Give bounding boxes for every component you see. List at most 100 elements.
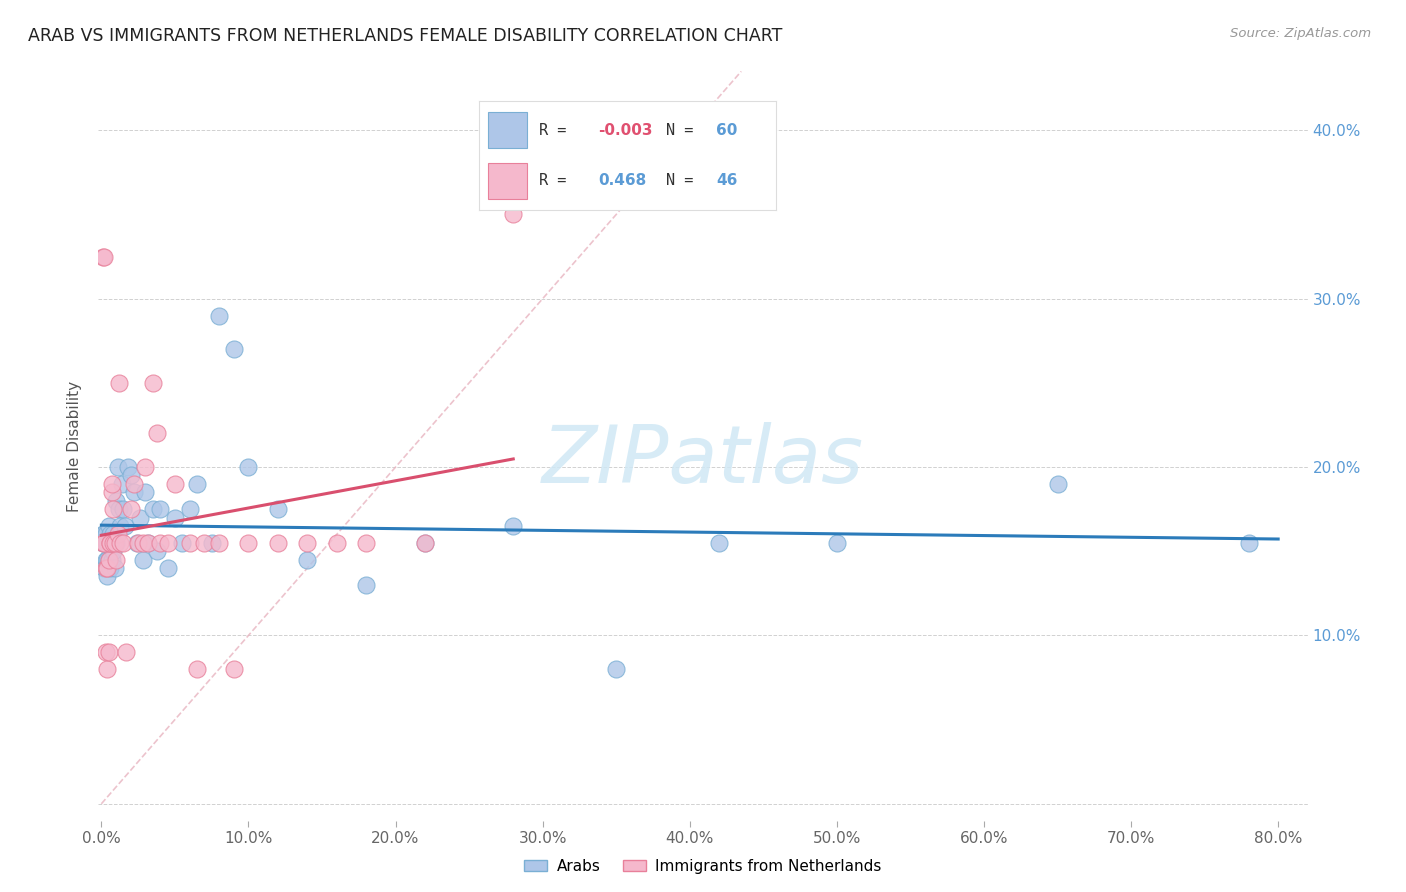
Point (96, 569, 118, 583)
Point (172, 536, 194, 550)
Point (146, 426, 169, 441)
Point (107, 460, 129, 475)
Point (112, 536, 135, 550)
Point (825, 536, 848, 550)
Point (94, 527, 117, 541)
Point (122, 485, 145, 500)
Point (134, 460, 156, 475)
Point (94, 536, 117, 550)
Point (91, 527, 114, 541)
Point (112, 502, 135, 516)
Text: Source: ZipAtlas.com: Source: ZipAtlas.com (1230, 27, 1371, 40)
Point (163, 476, 186, 491)
Point (91, 536, 114, 550)
Point (413, 536, 436, 550)
Point (238, 536, 260, 550)
Point (193, 536, 215, 550)
Point (354, 536, 377, 550)
Point (104, 536, 127, 550)
Point (93, 536, 115, 550)
Point (179, 536, 201, 550)
Point (96, 552, 118, 566)
Point (98, 561, 121, 575)
Point (146, 544, 169, 558)
Text: ZIPatlas: ZIPatlas (541, 422, 865, 500)
Point (100, 552, 122, 566)
Point (93, 250, 115, 264)
Point (100, 476, 122, 491)
Point (201, 536, 224, 550)
Point (96, 536, 118, 550)
Point (238, 460, 260, 475)
Point (96, 662, 118, 676)
Point (98, 536, 121, 550)
Point (179, 502, 201, 516)
Point (96, 561, 118, 575)
Point (93, 561, 115, 575)
Point (149, 536, 172, 550)
Point (605, 662, 627, 676)
Point (94, 552, 117, 566)
Point (149, 502, 172, 516)
Point (111, 476, 134, 491)
Point (97, 645, 120, 659)
Point (413, 536, 436, 550)
Point (110, 519, 132, 533)
Point (101, 536, 124, 550)
Point (142, 376, 165, 390)
Point (156, 561, 179, 575)
Point (297, 552, 319, 566)
Point (122, 476, 145, 491)
Point (107, 527, 129, 541)
Point (131, 536, 153, 550)
Legend: Arabs, Immigrants from Netherlands: Arabs, Immigrants from Netherlands (519, 853, 887, 880)
Point (91, 250, 114, 264)
Point (94, 561, 117, 575)
Point (120, 502, 142, 516)
Point (186, 476, 208, 491)
Point (267, 536, 290, 550)
Point (100, 536, 122, 550)
Point (115, 645, 138, 659)
Point (97, 552, 120, 566)
Point (94, 645, 117, 659)
Point (105, 552, 128, 566)
Y-axis label: Female Disability: Female Disability (67, 380, 83, 512)
Point (354, 578, 377, 592)
Point (186, 662, 208, 676)
Point (97, 519, 120, 533)
Point (97, 552, 120, 566)
Point (208, 536, 231, 550)
Point (93, 527, 115, 541)
Point (128, 510, 150, 524)
Point (105, 536, 128, 550)
Point (267, 502, 290, 516)
Point (104, 561, 127, 575)
Text: ARAB VS IMMIGRANTS FROM NETHERLANDS FEMALE DISABILITY CORRELATION CHART: ARAB VS IMMIGRANTS FROM NETHERLANDS FEMA… (28, 27, 783, 45)
Point (117, 460, 139, 475)
Point (138, 536, 160, 550)
Point (142, 502, 165, 516)
Point (222, 662, 245, 676)
Point (502, 207, 524, 221)
Point (709, 536, 731, 550)
Point (108, 376, 131, 390)
Point (208, 309, 231, 323)
Point (93, 536, 115, 550)
Point (98, 536, 121, 550)
Point (114, 519, 136, 533)
Point (131, 552, 153, 566)
Point (297, 536, 319, 550)
Point (1046, 476, 1069, 491)
Point (108, 502, 131, 516)
Point (98, 527, 121, 541)
Point (105, 493, 128, 508)
Point (222, 342, 245, 356)
Point (156, 536, 179, 550)
Point (98, 536, 121, 550)
Point (100, 485, 122, 500)
Point (127, 536, 149, 550)
Point (502, 519, 524, 533)
Point (97, 536, 120, 550)
Point (125, 536, 148, 550)
